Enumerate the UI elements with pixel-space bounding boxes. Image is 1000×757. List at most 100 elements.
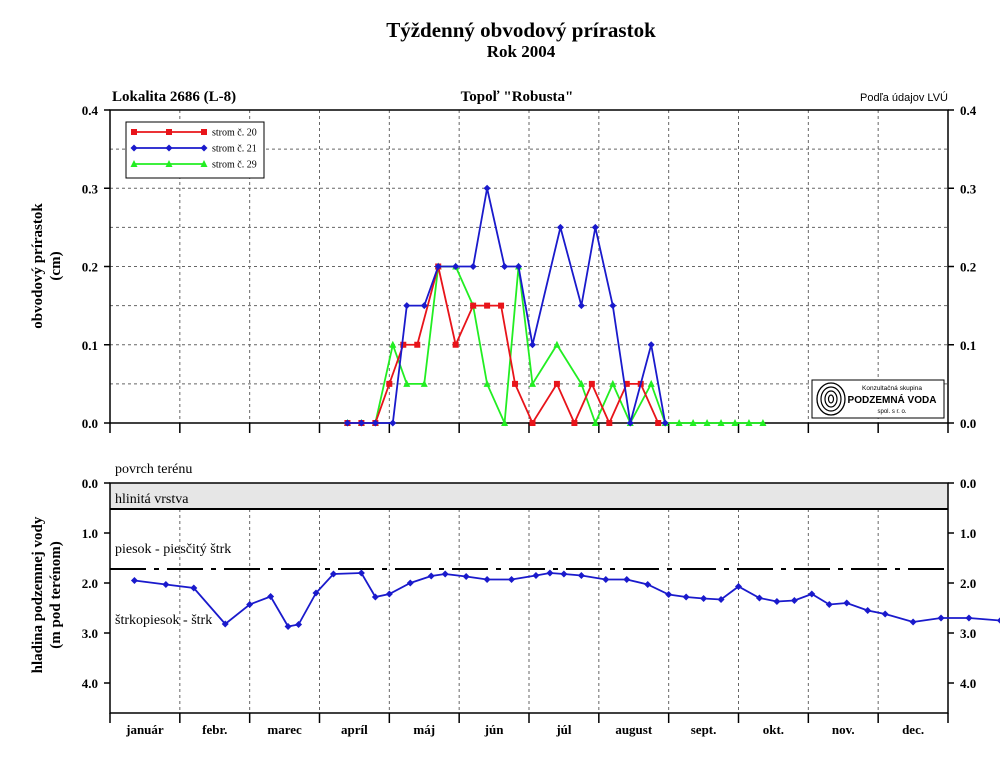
logo-line1: Konzultačná skupina <box>862 385 922 392</box>
legend-swatch-marker <box>201 129 207 135</box>
groundwater-point <box>130 577 138 584</box>
month-label: apríl <box>341 722 368 737</box>
series-line <box>347 188 667 424</box>
species-label: Topoľ "Robusta" <box>461 89 574 105</box>
data-point <box>528 341 536 349</box>
groundwater-point <box>508 576 516 583</box>
groundwater-point <box>864 607 872 614</box>
legend-swatch-marker <box>166 129 172 135</box>
data-point <box>371 419 379 427</box>
data-point <box>483 379 491 387</box>
legend-items: strom č. 20 strom č. 21 strom č. 29 <box>130 128 257 171</box>
groundwater-point <box>246 601 254 608</box>
locality-label: Lokalita 2686 (L-8) <box>112 89 236 105</box>
data-point <box>717 419 725 426</box>
data-point <box>553 340 561 348</box>
bottom-ytick-label-right: 3.0 <box>960 626 976 641</box>
data-point <box>606 420 613 426</box>
data-point <box>420 379 428 387</box>
groundwater-point <box>284 623 292 630</box>
groundwater-point <box>755 594 763 602</box>
groundwater-point <box>577 572 585 579</box>
top-ylabel: obvodový prírastok <box>30 203 46 329</box>
groundwater-point <box>602 576 610 583</box>
layer-label-gravel: štrkopiesok - štrk <box>115 613 212 628</box>
groundwater-point <box>560 570 568 578</box>
data-point <box>609 379 617 387</box>
groundwater-point <box>682 593 690 601</box>
data-point <box>483 184 491 192</box>
data-point <box>675 419 683 426</box>
data-point <box>389 340 397 348</box>
data-point <box>626 419 634 427</box>
legend-swatch-marker <box>165 144 173 152</box>
top-ytick-label-left: 0.0 <box>82 416 98 431</box>
bottom-ylabel: hladina podzemnej vody <box>30 516 46 673</box>
data-point <box>591 419 599 426</box>
data-point <box>414 341 421 348</box>
legend: strom č. 20 strom č. 21 strom č. 29 <box>125 121 265 179</box>
month-label: febr. <box>202 722 227 737</box>
data-point <box>501 263 509 270</box>
data-point <box>403 302 411 310</box>
data-point <box>623 380 630 387</box>
data-point <box>556 223 564 231</box>
groundwater-point <box>295 621 303 628</box>
bottom-ytick-label-left: 3.0 <box>82 626 98 641</box>
groundwater-point <box>406 579 414 587</box>
data-point <box>515 263 523 270</box>
bottom-ytick-label-left: 1.0 <box>82 526 98 541</box>
legend-label: strom č. 21 <box>212 144 257 155</box>
data-point <box>452 341 459 348</box>
legend-swatch-marker <box>130 160 138 167</box>
data-point <box>434 263 442 270</box>
bottom-ytick-label-right: 1.0 <box>960 526 976 541</box>
data-point <box>470 302 477 309</box>
month-label: nov. <box>832 722 855 737</box>
layer-label-clay: hlinitá vrstva <box>115 492 189 507</box>
bottom-ytick-label-right: 0.0 <box>960 476 976 491</box>
legend-label: strom č. 29 <box>212 160 257 171</box>
data-point <box>647 341 655 349</box>
data-point <box>386 380 393 387</box>
data-point <box>553 380 560 387</box>
data-point <box>759 419 767 426</box>
data-point <box>501 419 509 426</box>
groundwater-point <box>790 597 798 604</box>
bottom-ytick-label-left: 2.0 <box>82 576 98 591</box>
groundwater-point <box>881 610 889 618</box>
top-ytick-label-left: 0.1 <box>82 338 98 353</box>
logo-line3: spol. s r. o. <box>877 409 906 415</box>
top-grid <box>110 110 948 423</box>
bottom-ylabel-unit: (m pod terénom) <box>48 541 64 648</box>
legend-swatch-marker <box>200 144 208 152</box>
logo-line2: PODZEMNÁ VODA <box>848 393 937 406</box>
groundwater-point <box>700 595 708 602</box>
bottom-ytick-label-left: 0.0 <box>82 476 98 491</box>
groundwater-point <box>735 583 742 590</box>
groundwater-point <box>909 618 917 626</box>
data-point <box>731 419 739 426</box>
data-point <box>703 419 711 426</box>
data-point <box>528 379 536 387</box>
groundwater-point <box>385 590 393 598</box>
legend-swatch-marker <box>165 160 173 167</box>
month-label: júl <box>555 722 572 737</box>
data-point <box>588 380 595 387</box>
clay-layer-band <box>110 483 948 509</box>
top-ylabel-unit: (cm) <box>48 251 64 280</box>
groundwater-point <box>773 598 781 605</box>
groundwater-point <box>717 596 725 603</box>
month-label: august <box>615 722 653 737</box>
data-point <box>469 263 477 270</box>
groundwater-point <box>843 599 851 607</box>
series-line <box>347 266 660 426</box>
source-label: Podľa údajov LVÚ <box>860 91 948 104</box>
legend-swatch-marker <box>200 160 208 167</box>
data-point <box>591 223 599 231</box>
chart-subtitle: Rok 2004 <box>487 42 556 61</box>
chart-title: Týždenný obvodový prírastok <box>386 18 656 42</box>
data-point <box>452 263 460 270</box>
